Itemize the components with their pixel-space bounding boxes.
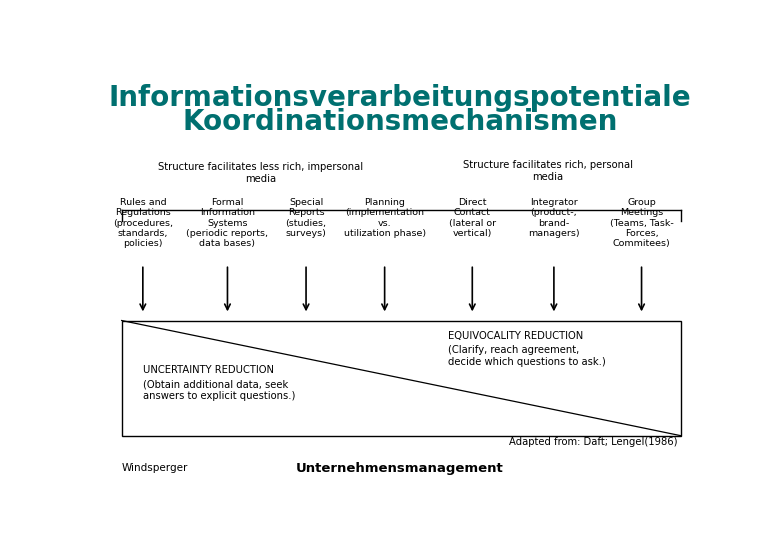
Text: Koordinationsmechanismen: Koordinationsmechanismen — [182, 108, 618, 136]
Text: Integrator
(product-,
brand-
managers): Integrator (product-, brand- managers) — [528, 198, 580, 238]
Bar — [122, 321, 681, 436]
Text: Rules and
Regulations
(procedures,
standards,
policies): Rules and Regulations (procedures, stand… — [113, 198, 173, 248]
Text: Structure facilitates less rich, impersonal
media: Structure facilitates less rich, imperso… — [158, 162, 363, 184]
Text: Special
Reports
(studies,
surveys): Special Reports (studies, surveys) — [285, 198, 327, 238]
Text: Structure facilitates rich, personal
media: Structure facilitates rich, personal med… — [463, 160, 633, 181]
Text: Adapted from: Daft; Lengel(1986): Adapted from: Daft; Lengel(1986) — [509, 437, 678, 447]
Text: Direct
Contact
(lateral or
vertical): Direct Contact (lateral or vertical) — [448, 198, 496, 238]
Text: Planning
(implementation
vs.
utilization phase): Planning (implementation vs. utilization… — [343, 198, 426, 238]
Text: Windsperger: Windsperger — [122, 463, 188, 473]
Text: Formal
Information
Systems
(periodic reports,
data bases): Formal Information Systems (periodic rep… — [186, 198, 268, 248]
Text: Unternehmensmanagement: Unternehmensmanagement — [296, 462, 504, 475]
Text: UNCERTAINTY REDUCTION: UNCERTAINTY REDUCTION — [143, 366, 274, 375]
Text: EQUIVOCALITY REDUCTION: EQUIVOCALITY REDUCTION — [448, 331, 583, 341]
Text: (Obtain additional data, seek
answers to explicit questions.): (Obtain additional data, seek answers to… — [143, 379, 295, 401]
Text: Informationsverarbeitungspotentiale: Informationsverarbeitungspotentiale — [108, 84, 691, 112]
Text: (Clarify, reach agreement,
decide which questions to ask.): (Clarify, reach agreement, decide which … — [448, 345, 606, 367]
Text: Group
Meetings
(Teams, Task-
Forces,
Commitees): Group Meetings (Teams, Task- Forces, Com… — [610, 198, 673, 248]
